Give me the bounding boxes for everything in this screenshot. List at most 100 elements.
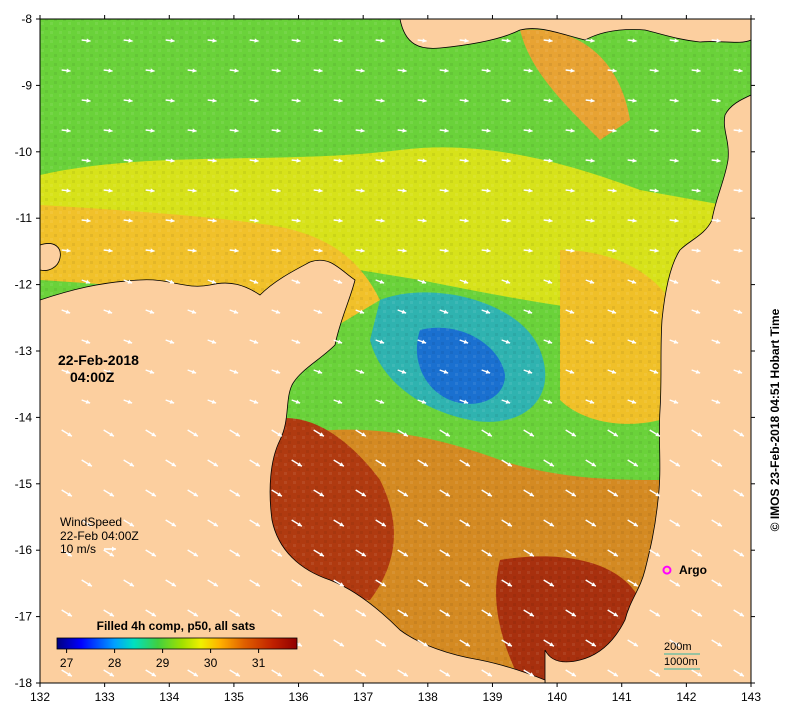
wind-arrow-icon xyxy=(691,429,703,437)
wind-arrow-icon xyxy=(523,369,533,374)
wind-arrow-icon xyxy=(607,549,619,557)
wind-arrow-icon xyxy=(543,38,553,43)
wind-arrow-icon xyxy=(355,309,365,314)
wind-arrow-icon xyxy=(123,339,133,344)
wind-arrow-icon xyxy=(459,218,469,223)
wind-arrow-icon xyxy=(271,549,283,557)
wind-arrow-icon xyxy=(565,669,577,677)
wind-arrow-icon xyxy=(481,248,491,253)
wind-arrow-icon xyxy=(81,158,91,163)
wind-arrow-icon xyxy=(733,369,743,374)
wind-arrow-icon xyxy=(229,248,239,253)
wind-arrow-icon xyxy=(459,399,469,404)
wind-arrow-icon xyxy=(439,188,449,193)
argo-float-icon xyxy=(662,565,672,575)
wind-arrow-icon xyxy=(607,128,617,133)
wind-arrow-icon xyxy=(187,489,199,497)
wind-arrow-icon xyxy=(271,669,283,677)
wind-arrow-icon xyxy=(271,429,283,437)
wind-arrow-icon xyxy=(691,609,703,617)
lon-ticks: 132 133 134 135 136 137 138 139 140 141 142 143 xyxy=(30,15,761,704)
wind-arrow-icon xyxy=(103,128,113,133)
wind-arrow-icon xyxy=(627,279,637,284)
wind-arrow-icon xyxy=(397,489,409,497)
lon-tick-label: 140 xyxy=(547,690,567,704)
wind-arrow-icon xyxy=(565,429,577,437)
wind-arrow-icon xyxy=(333,579,345,587)
wind-arrow-icon xyxy=(627,579,639,587)
lon-tick-label: 142 xyxy=(676,690,696,704)
wind-arrow-icon xyxy=(145,128,155,133)
wind-arrow-icon xyxy=(291,519,303,527)
wind-arrow-icon xyxy=(375,339,385,344)
wind-arrow-icon xyxy=(649,609,661,617)
wind-arrow-icon xyxy=(417,339,427,344)
wind-arrow-icon xyxy=(375,38,385,43)
wind-arrow-icon xyxy=(439,369,449,374)
colorbar: Filled 4h comp, p50, all sats 27 28 29 30 31 xyxy=(56,619,298,670)
wind-arrow-icon xyxy=(501,459,513,467)
lat-tick-label: -14 xyxy=(15,410,33,424)
wind-arrow-icon xyxy=(417,158,427,163)
wind-arrow-icon xyxy=(103,549,115,557)
wind-arrow-icon xyxy=(481,549,493,557)
wind-arrow-icon xyxy=(543,279,553,284)
wind-arrow-icon xyxy=(81,38,91,43)
wind-arrow-icon xyxy=(207,519,219,527)
wind-arrow-icon xyxy=(501,339,511,344)
time-label: 04:00Z xyxy=(70,369,115,385)
wind-arrow-icon xyxy=(355,429,367,437)
wind-arrow-icon xyxy=(313,188,323,193)
wind-arrow-icon xyxy=(669,38,679,43)
wind-arrow-icon xyxy=(355,128,365,133)
wind-arrow-icon xyxy=(207,399,217,404)
wind-arrow-icon xyxy=(271,248,281,253)
wind-arrow-icon xyxy=(249,459,261,467)
wind-arrow-icon xyxy=(607,188,617,193)
wind-arrow-icon xyxy=(649,489,661,497)
wind-arrow-icon xyxy=(691,188,701,193)
wind-arrow-icon xyxy=(271,369,281,374)
wind-arrow-icon xyxy=(229,309,239,314)
wind-arrow-icon xyxy=(355,549,367,557)
wind-arrow-icon xyxy=(543,399,553,404)
wind-arrow-icon xyxy=(607,669,619,677)
wind-arrow-icon xyxy=(565,248,575,253)
wind-arrow-icon xyxy=(229,549,241,557)
wind-arrow-icon xyxy=(439,429,451,437)
wind-arrow-icon xyxy=(439,128,449,133)
wind-arrow-icon xyxy=(123,279,133,284)
wind-arrow-icon xyxy=(355,609,367,617)
wind-arrow-icon xyxy=(585,399,595,404)
wind-arrow-icon xyxy=(691,669,703,677)
wind-arrow-icon xyxy=(691,128,701,133)
wind-arrow-icon xyxy=(501,38,511,43)
wind-arrow-icon xyxy=(165,579,177,587)
wind-arrow-icon xyxy=(649,248,659,253)
wind-arrow-icon xyxy=(627,218,637,223)
wind-arrow-icon xyxy=(61,609,73,617)
wind-arrow-icon xyxy=(459,579,471,587)
wind-arrow-icon xyxy=(459,339,469,344)
wind-arrow-icon xyxy=(355,489,367,497)
wind-arrow-icon xyxy=(313,489,325,497)
wind-arrow-icon xyxy=(229,128,239,133)
wind-arrow-icon xyxy=(565,489,577,497)
argo-marker: Argo xyxy=(662,563,707,577)
wind-arrow-icon xyxy=(565,68,575,73)
wind-arrow-icon xyxy=(333,459,345,467)
wind-arrow-icon xyxy=(123,158,133,163)
wind-arrow-icon xyxy=(187,309,197,314)
wind-arrow-icon xyxy=(313,309,323,314)
wind-arrow-icon xyxy=(187,68,197,73)
plot-area xyxy=(40,19,751,683)
wind-arrow-icon xyxy=(711,38,721,43)
lat-tick-label: -12 xyxy=(15,278,33,292)
wind-arrow-icon xyxy=(61,429,73,437)
wind-arrow-icon xyxy=(481,188,491,193)
wind-arrow-icon xyxy=(481,489,493,497)
wind-arrow-icon xyxy=(669,639,681,647)
wind-arrow-icon xyxy=(543,158,553,163)
wind-arrow-icon xyxy=(565,369,575,374)
